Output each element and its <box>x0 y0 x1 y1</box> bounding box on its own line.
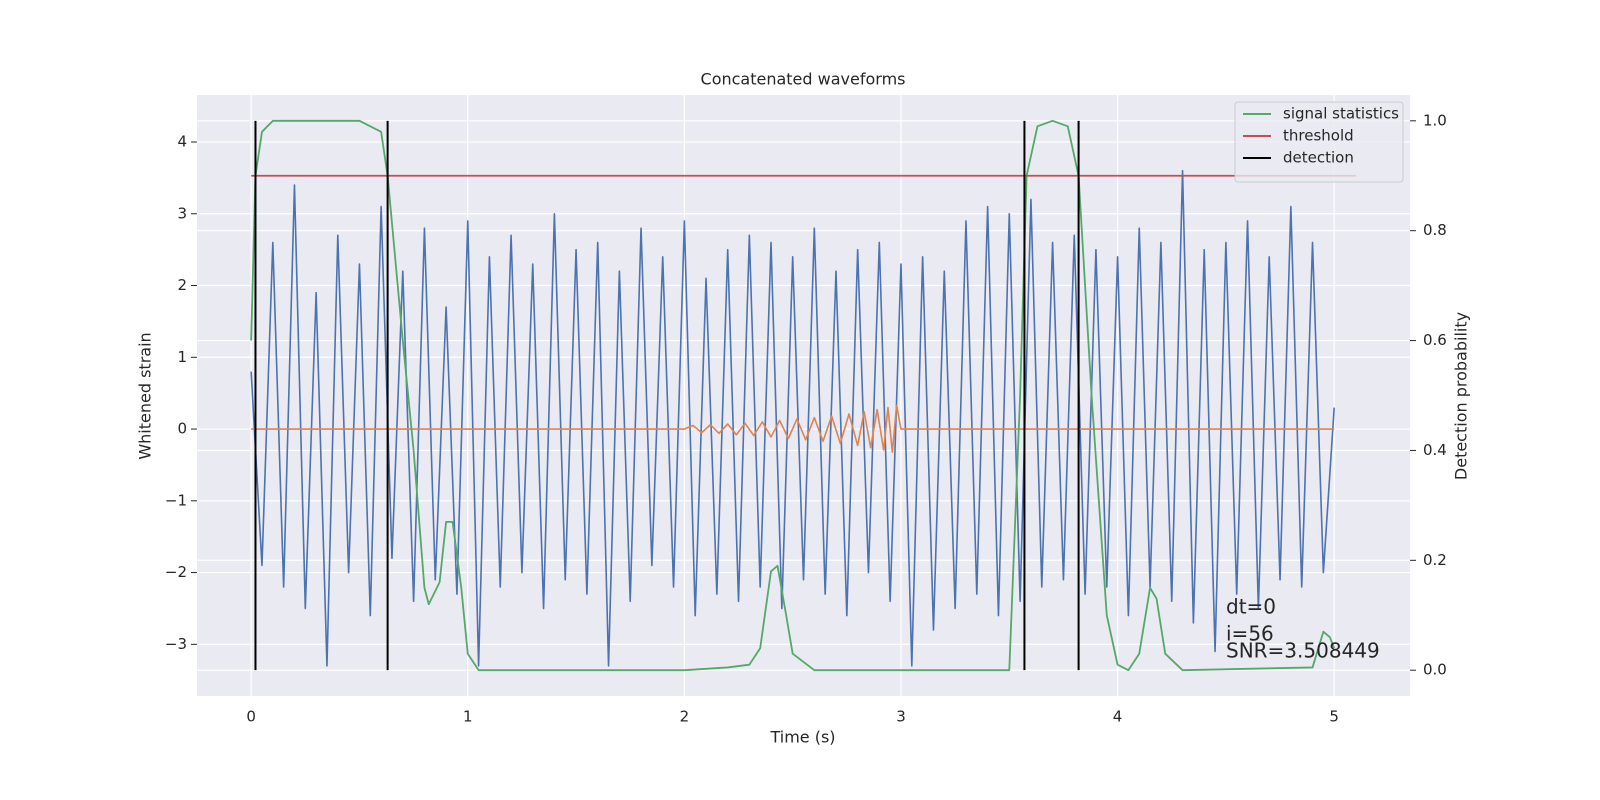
y-axis-label: Whitened strain <box>136 332 155 459</box>
marks <box>250 119 1356 672</box>
x-axis-label: Time (s) <box>769 728 835 747</box>
annotation: SNR=3.508449 <box>1226 639 1380 663</box>
legend-label: threshold <box>1283 127 1354 145</box>
y2-tick-label: 0.2 <box>1423 551 1447 569</box>
y-tick-label: 2 <box>177 276 187 294</box>
x-tick-label: 0 <box>246 708 256 726</box>
legend: signal statistics threshold detection <box>1234 101 1404 183</box>
annotation: dt=0 <box>1226 595 1276 619</box>
chart-title: Concatenated waveforms <box>701 70 906 89</box>
y-tick-label: 3 <box>177 204 187 222</box>
series-line <box>250 119 1336 672</box>
y2-tick-label: 0.0 <box>1423 661 1447 679</box>
y2-axis-label: Detection probability <box>1452 312 1471 480</box>
x-tick-label: 4 <box>1113 708 1123 726</box>
x-tick-label: 1 <box>463 708 473 726</box>
x-tick-label: 3 <box>896 708 906 726</box>
y-tick-label: −1 <box>165 491 187 509</box>
y2-tick-label: 0.6 <box>1423 331 1447 349</box>
y-tick-label: 4 <box>177 133 187 151</box>
series-line <box>250 169 1335 667</box>
y2-tick-label: 0.4 <box>1423 441 1447 459</box>
x-tick-label: 2 <box>680 708 690 726</box>
y-tick-label: 1 <box>177 348 187 366</box>
y2-tick-label: 0.8 <box>1423 221 1447 239</box>
legend-label: detection <box>1283 149 1354 167</box>
y-tick-label: −3 <box>165 635 187 653</box>
y-tick-label: 0 <box>177 420 187 438</box>
legend-label: signal statistics <box>1283 105 1399 123</box>
x-tick-label: 5 <box>1329 708 1339 726</box>
series-line <box>251 404 1335 453</box>
annotation: i=56 <box>1226 622 1274 646</box>
legend-box <box>1234 101 1404 183</box>
y2-tick-label: 1.0 <box>1423 111 1447 129</box>
y-tick-label: −2 <box>165 563 187 581</box>
